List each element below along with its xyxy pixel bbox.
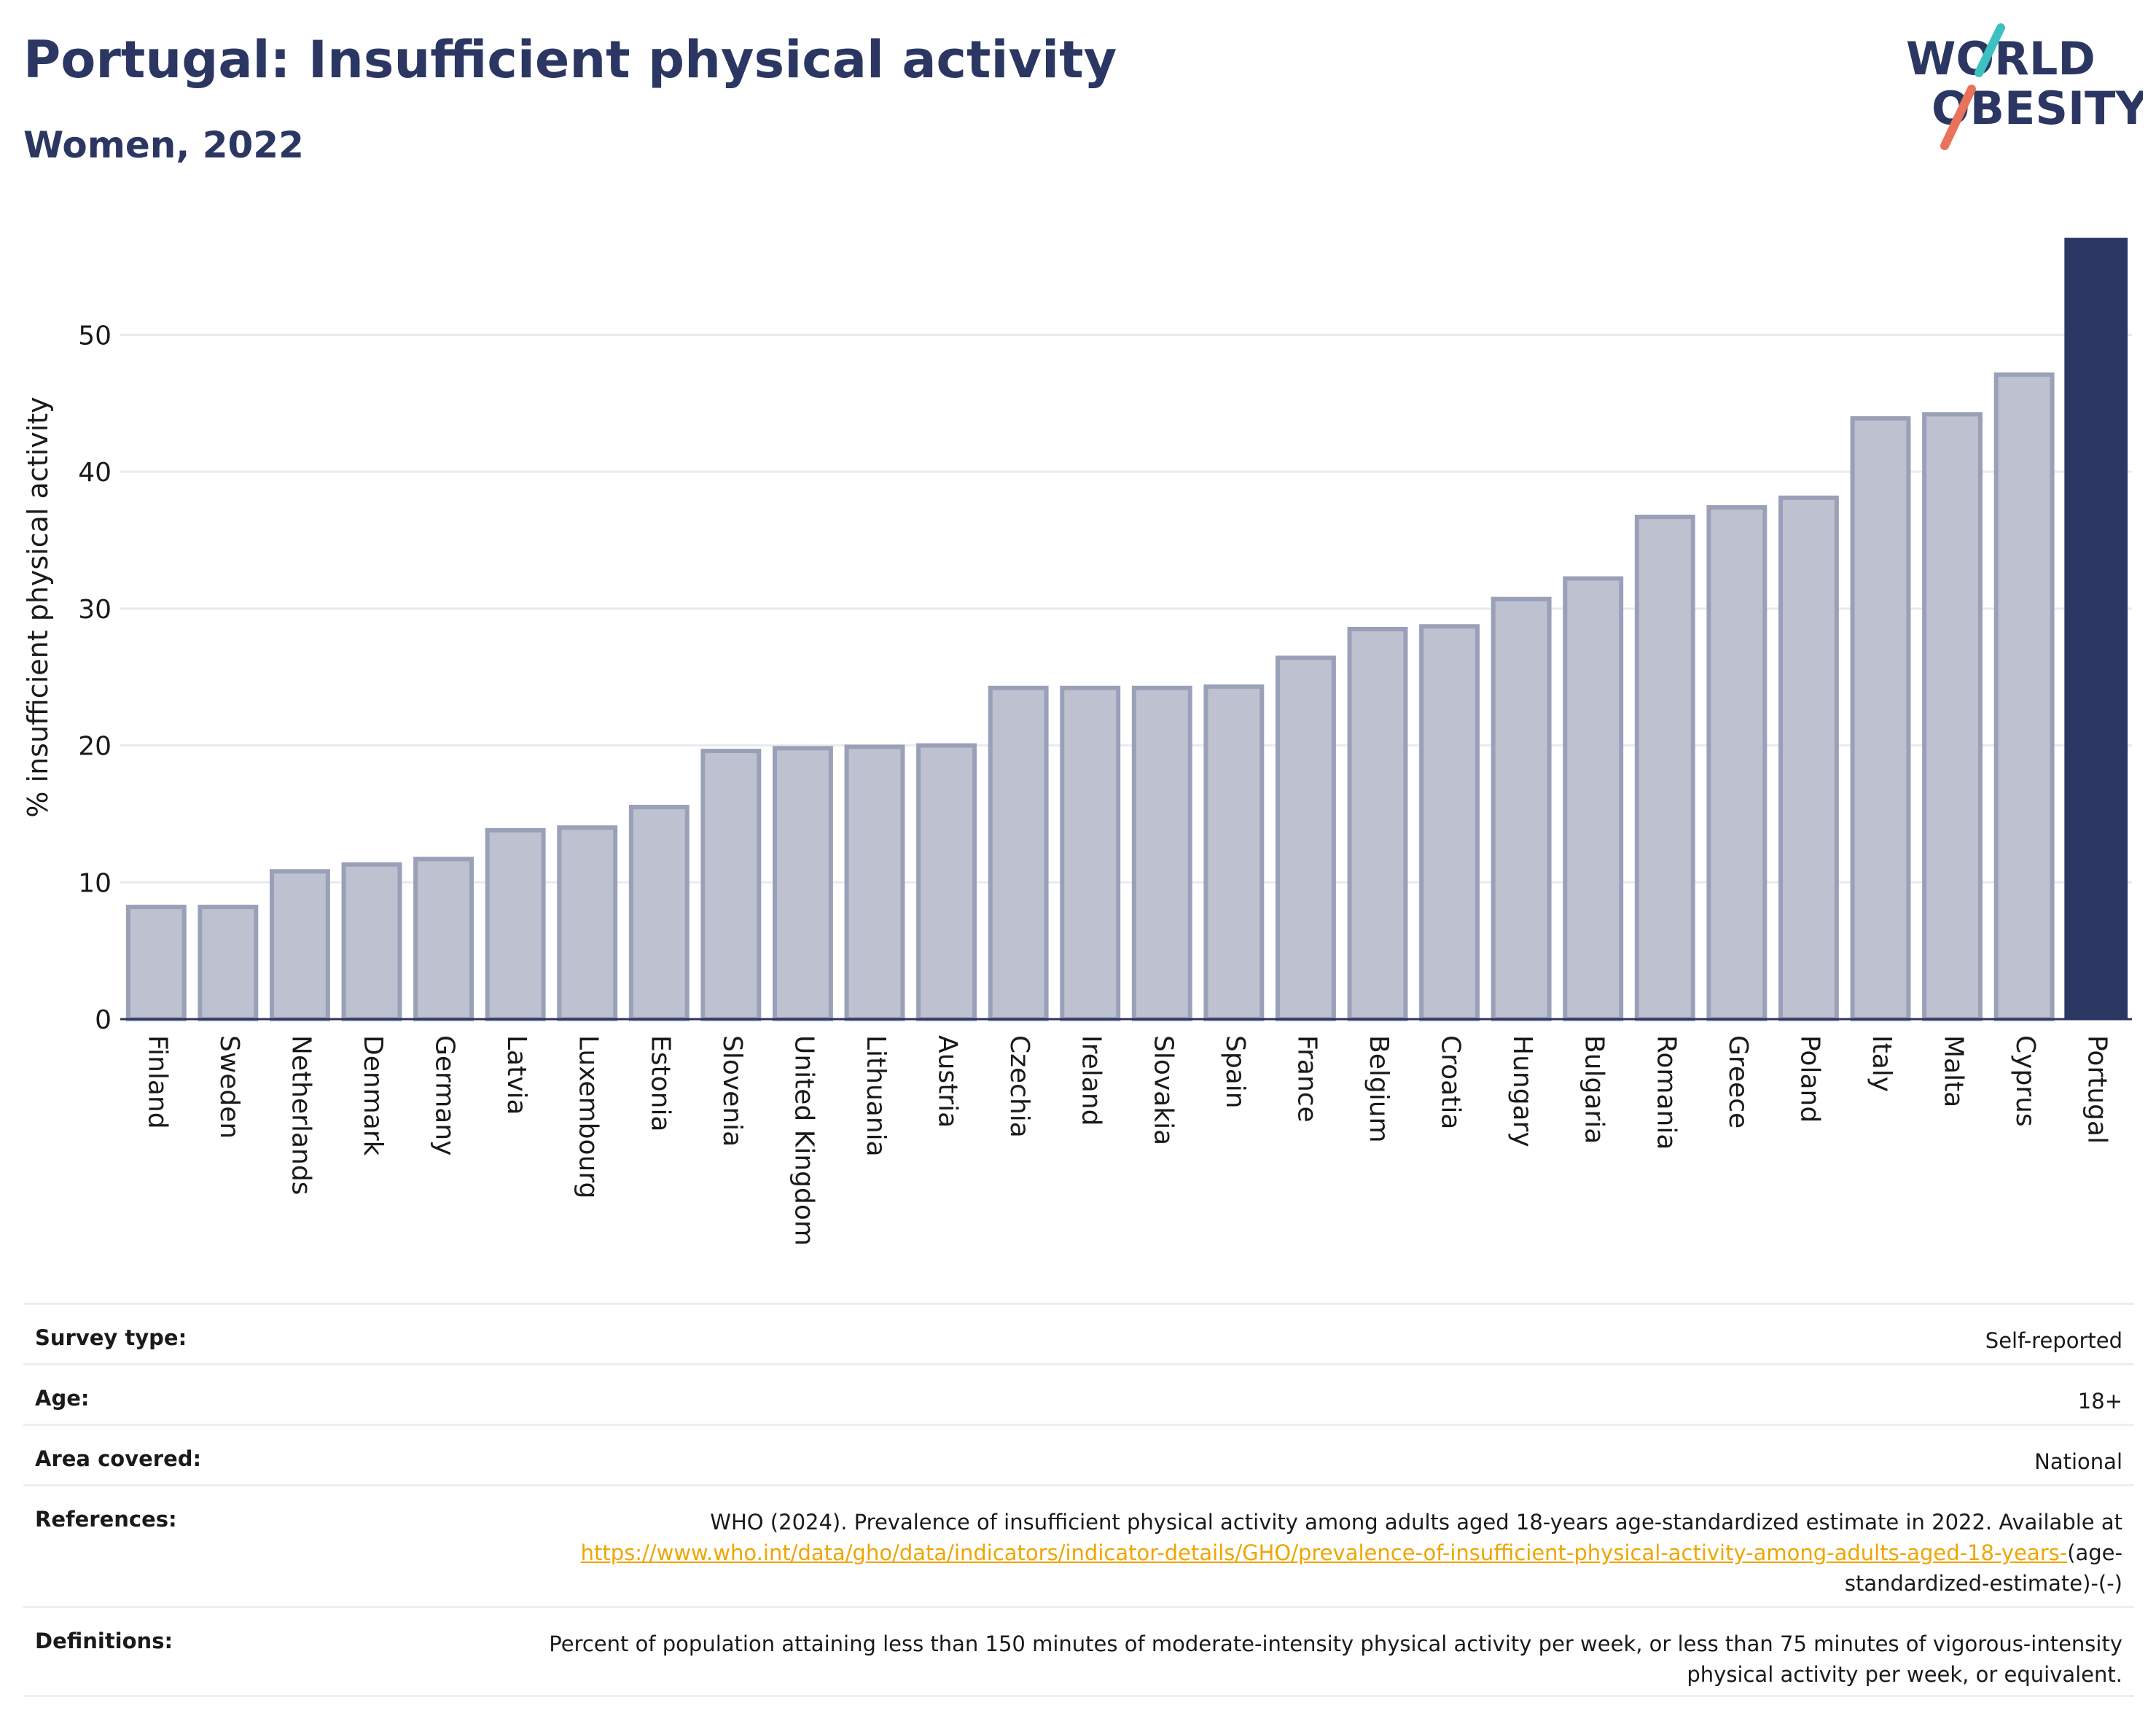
info-table: Survey type: Self-reported Age: 18+ Area… bbox=[23, 1303, 2134, 1697]
x-tick-label: Cyprus bbox=[2010, 1035, 2040, 1127]
bar-malta bbox=[1922, 412, 1983, 1021]
bar-austria bbox=[916, 743, 977, 1021]
survey-type-label: Survey type: bbox=[35, 1325, 187, 1350]
definitions-value: Percent of population attaining less tha… bbox=[549, 1631, 2122, 1687]
x-tick-label: Finland bbox=[142, 1035, 172, 1129]
y-tick-label: 20 bbox=[78, 732, 112, 762]
logo-slash-coral bbox=[1940, 85, 1976, 150]
bars bbox=[125, 238, 2128, 1022]
logo-slash-teal bbox=[1975, 23, 2005, 77]
bar-hungary bbox=[1491, 596, 1552, 1021]
age-value: 18+ bbox=[2077, 1389, 2122, 1414]
bar-portugal bbox=[2064, 238, 2128, 1019]
bar-belgium bbox=[1347, 627, 1408, 1021]
bar-romania bbox=[1634, 515, 1695, 1021]
x-tick-label: Bulgaria bbox=[1579, 1035, 1609, 1144]
bar-luxembourg bbox=[557, 825, 618, 1021]
x-tick-label: Belgium bbox=[1364, 1035, 1394, 1143]
bar-germany bbox=[413, 857, 474, 1021]
survey-type-value: Self-reported bbox=[1985, 1328, 2122, 1353]
y-tick-label: 30 bbox=[78, 595, 112, 625]
bar-united-kingdom bbox=[772, 746, 833, 1021]
x-tick-label: Greece bbox=[1723, 1035, 1753, 1128]
bar-sweden bbox=[198, 905, 259, 1022]
references-value: WHO (2024). Prevalence of insufficient p… bbox=[483, 1507, 2122, 1599]
y-axis-label: % insufficient physical activity bbox=[22, 397, 54, 817]
x-tick-label: Estonia bbox=[645, 1035, 675, 1132]
bar-denmark bbox=[341, 862, 402, 1021]
x-tick-label: Netherlands bbox=[286, 1035, 316, 1195]
world-obesity-logo: WORLD OBESITY bbox=[1906, 23, 2143, 150]
bar-ireland bbox=[1060, 685, 1121, 1021]
x-tick-label: United Kingdom bbox=[789, 1035, 819, 1246]
x-tick-label: Lithuania bbox=[861, 1035, 891, 1157]
info-row-definitions: Definitions: Percent of population attai… bbox=[23, 1606, 2134, 1697]
y-tick-label: 40 bbox=[78, 458, 112, 488]
definitions-label: Definitions: bbox=[35, 1629, 173, 1653]
y-tick-labels: 0 10 20 30 40 50 bbox=[78, 321, 112, 1035]
x-tick-label: Croatia bbox=[1436, 1035, 1466, 1129]
y-tick-label: 10 bbox=[78, 868, 112, 898]
x-tick-label: Germany bbox=[430, 1035, 460, 1155]
bar-netherlands bbox=[269, 869, 330, 1022]
logo-text-world: WORLD bbox=[1906, 32, 2096, 85]
info-row-area: Area covered: National bbox=[23, 1424, 2134, 1484]
bar-spain bbox=[1203, 684, 1265, 1021]
x-tick-label: Poland bbox=[1794, 1035, 1824, 1123]
x-tick-label: Sweden bbox=[214, 1035, 244, 1139]
info-row-age: Age: 18+ bbox=[23, 1363, 2134, 1424]
bar-greece bbox=[1706, 504, 1768, 1021]
page-title: Portugal: Insufficient physical activity bbox=[23, 30, 1117, 90]
x-tick-label: Hungary bbox=[1507, 1035, 1537, 1147]
x-tick-label: Austria bbox=[933, 1035, 963, 1128]
info-row-survey-type: Survey type: Self-reported bbox=[23, 1303, 2134, 1363]
y-tick-label: 0 bbox=[95, 1005, 112, 1035]
age-label: Age: bbox=[35, 1386, 90, 1411]
x-tick-label: Denmark bbox=[358, 1035, 388, 1156]
area-label: Area covered: bbox=[35, 1446, 202, 1471]
x-tick-label: Slovakia bbox=[1148, 1035, 1178, 1145]
bar-slovenia bbox=[700, 749, 762, 1021]
x-tick-label: Spain bbox=[1220, 1035, 1250, 1109]
bar-czechia bbox=[988, 685, 1049, 1021]
y-tick-label: 50 bbox=[78, 321, 112, 351]
x-tick-label: Malta bbox=[1939, 1035, 1969, 1107]
bar-chart: 0 10 20 30 40 50 Finland Sweden Netherlands Denm… bbox=[22, 238, 2132, 1246]
bar-slovakia bbox=[1131, 685, 1192, 1021]
bar-croatia bbox=[1419, 624, 1480, 1021]
references-text: WHO (2024). Prevalence of insufficient p… bbox=[710, 1510, 2122, 1535]
references-suffix: (age-standardized-estimate)-(-) bbox=[1844, 1540, 2122, 1596]
references-label: References: bbox=[35, 1507, 177, 1532]
page-subtitle: Women, 2022 bbox=[23, 124, 304, 166]
bar-lithuania bbox=[844, 744, 905, 1021]
x-tick-label: Luxembourg bbox=[574, 1035, 604, 1198]
x-tick-labels: Finland Sweden Netherlands Denmark Germany La… bbox=[142, 1035, 2112, 1246]
x-tick-label: France bbox=[1292, 1035, 1321, 1123]
bar-italy bbox=[1850, 416, 1911, 1021]
x-tick-label: Ireland bbox=[1077, 1035, 1106, 1126]
bar-bulgaria bbox=[1563, 576, 1624, 1021]
x-tick-label: Slovenia bbox=[717, 1035, 747, 1147]
bar-cyprus bbox=[1993, 372, 2055, 1021]
x-tick-label: Romania bbox=[1651, 1035, 1681, 1150]
info-row-references: References: WHO (2024). Prevalence of in… bbox=[23, 1484, 2134, 1606]
x-tick-label: Portugal bbox=[2082, 1035, 2112, 1144]
x-tick-label: Italy bbox=[1867, 1035, 1897, 1092]
bar-france bbox=[1275, 655, 1336, 1022]
bar-estonia bbox=[628, 805, 690, 1021]
area-value: National bbox=[2034, 1449, 2122, 1474]
bar-poland bbox=[1778, 495, 1839, 1021]
x-tick-label: Czechia bbox=[1004, 1035, 1034, 1138]
bar-finland bbox=[125, 905, 187, 1022]
bar-latvia bbox=[485, 827, 546, 1022]
references-link[interactable]: https://www.who.int/data/gho/data/indica… bbox=[580, 1540, 2068, 1565]
x-tick-label: Latvia bbox=[501, 1035, 531, 1115]
